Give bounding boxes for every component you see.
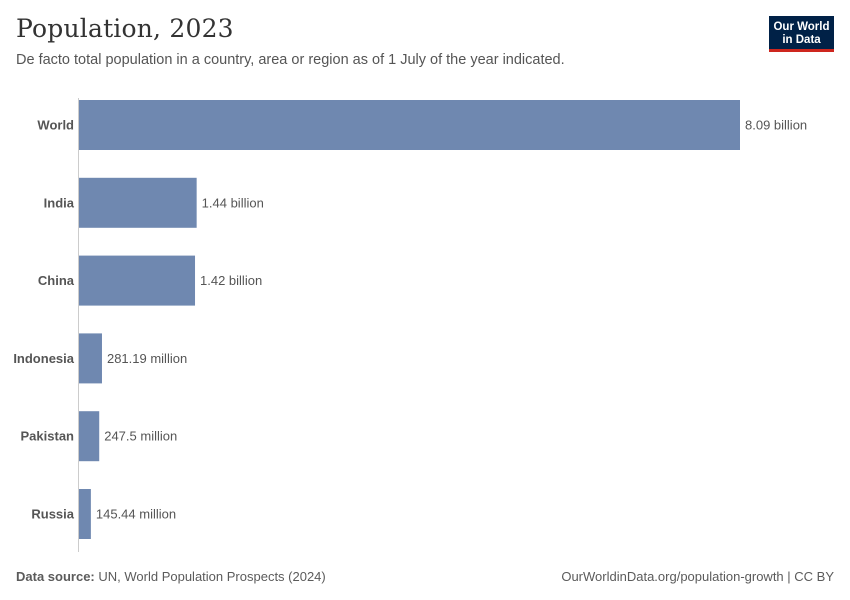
data-source: Data source: UN, World Population Prospe… bbox=[16, 569, 326, 584]
bar-india[interactable] bbox=[79, 177, 197, 228]
value-label-indonesia: 281.19 million bbox=[107, 351, 187, 366]
bar-indonesia[interactable] bbox=[79, 333, 102, 384]
value-label-china: 1.42 billion bbox=[200, 273, 262, 288]
category-label-indonesia: Indonesia bbox=[13, 351, 74, 366]
chart-subtitle: De facto total population in a country, … bbox=[16, 52, 565, 68]
footer-credit[interactable]: OurWorldinData.org/population-growth | C… bbox=[561, 569, 834, 584]
bar-world[interactable] bbox=[79, 100, 740, 150]
value-label-pakistan: 247.5 million bbox=[104, 429, 177, 444]
category-label-india: India bbox=[44, 195, 75, 210]
category-label-pakistan: Pakistan bbox=[21, 429, 75, 444]
chart-title: Population, 2023 bbox=[16, 14, 234, 43]
owid-logo[interactable]: Our World in Data bbox=[769, 16, 834, 52]
category-label-china: China bbox=[38, 273, 75, 288]
data-source-text[interactable]: UN, World Population Prospects (2024) bbox=[98, 569, 326, 584]
logo-line-1: Our World bbox=[773, 21, 830, 33]
value-label-world: 8.09 billion bbox=[745, 118, 807, 133]
bar-china[interactable] bbox=[79, 255, 196, 306]
category-label-world: World bbox=[37, 118, 74, 133]
value-label-india: 1.44 billion bbox=[202, 195, 264, 210]
value-label-russia: 145.44 million bbox=[96, 507, 176, 522]
bar-chart: World 8.09 billion India 1.44 billion China 1… bbox=[13, 98, 807, 552]
category-label-russia: Russia bbox=[31, 507, 74, 522]
bar-russia[interactable] bbox=[79, 489, 91, 539]
data-source-label: Data source: bbox=[16, 569, 95, 584]
bar-pakistan[interactable] bbox=[79, 411, 100, 462]
logo-line-2: in Data bbox=[782, 34, 821, 46]
